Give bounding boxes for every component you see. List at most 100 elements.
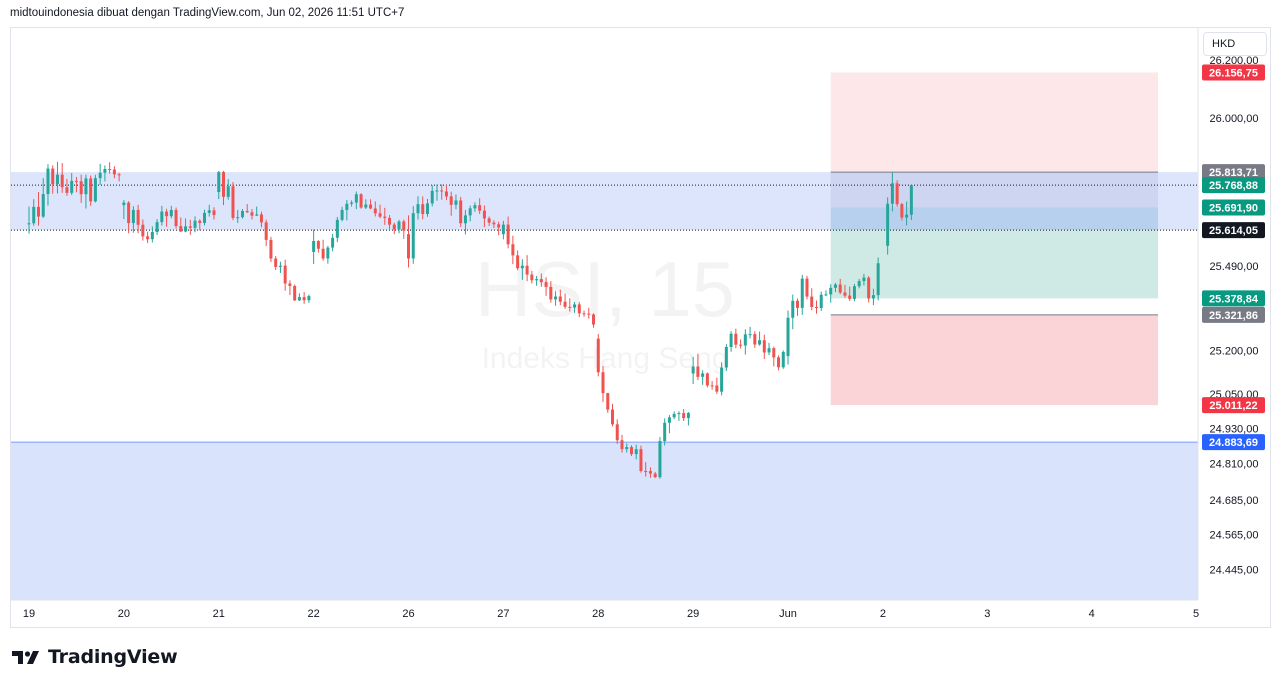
candle-body [558, 296, 562, 302]
candle-body [772, 348, 776, 358]
candle-body [430, 190, 434, 204]
y-tick-label: 24.445,00 [1210, 565, 1259, 577]
candle-body [174, 209, 178, 227]
candle-body [402, 221, 406, 231]
candle-body [900, 204, 904, 218]
candle-body [416, 204, 420, 214]
candle-body [364, 204, 368, 208]
candle-body [743, 334, 747, 346]
watermark-name: Indeks Hang Seng [482, 342, 729, 375]
support-zone [11, 442, 1198, 600]
candle-body [84, 178, 88, 195]
y-tick-label: 25.200,00 [1210, 345, 1259, 357]
candle-body [876, 263, 880, 296]
candle-body [373, 208, 377, 214]
candle-body [141, 224, 145, 237]
candle-body [103, 168, 107, 173]
candlestick-chart[interactable]: HSI, 15 Indeks Hang Seng 26.200,00 26.000,0… [0, 0, 1281, 640]
candle-body [634, 449, 638, 455]
candle-body [188, 226, 192, 228]
candle-body [857, 281, 861, 287]
candle-body [293, 285, 297, 301]
candle-body [468, 208, 472, 216]
price-label-text: 25.011,22 [1209, 400, 1257, 412]
candle-body [848, 295, 852, 299]
y-tick-label: 24.565,00 [1210, 530, 1259, 542]
x-tick-label: 27 [497, 608, 509, 620]
candle-body [245, 210, 249, 213]
candle-body [198, 220, 202, 223]
candle-body [354, 194, 358, 203]
candle-body [155, 222, 159, 233]
candle-body [762, 340, 766, 353]
candle-body [307, 296, 311, 301]
candle-body [563, 301, 567, 307]
candle-body [824, 294, 828, 296]
candle-body [117, 174, 121, 176]
candle-body [321, 248, 325, 259]
x-tick-label: 20 [118, 608, 130, 620]
candle-body [724, 346, 728, 368]
x-tick-label: 2 [880, 608, 886, 620]
candle-body [150, 232, 154, 240]
candle-body [440, 190, 444, 192]
tradingview-logo[interactable]: TradingView [12, 646, 178, 668]
price-label-text: 24.883,69 [1209, 437, 1258, 449]
price-label-text: 25.614,05 [1209, 225, 1258, 237]
price-label-box [1202, 306, 1265, 323]
candle-body [226, 186, 230, 197]
price-label-text: 26.156,75 [1209, 67, 1258, 79]
x-tick-label: Jun [779, 608, 797, 620]
candle-body [146, 236, 150, 240]
candle-body [739, 344, 743, 346]
candle-body [596, 338, 600, 373]
y-tick-label: 25.490,00 [1210, 261, 1259, 273]
candle-body [449, 196, 453, 205]
price-label-text: 25.691,90 [1209, 202, 1258, 214]
candle-body [705, 373, 709, 386]
candle-body [222, 172, 225, 197]
candle-body [184, 226, 188, 232]
candle-body [112, 169, 116, 175]
candle-body [715, 385, 719, 392]
candle-body [525, 265, 529, 275]
candle-body [169, 209, 173, 217]
candle-body [283, 265, 287, 284]
candle-body [41, 194, 45, 217]
candle-body [720, 367, 724, 392]
candle-body [909, 185, 913, 215]
currency-label[interactable]: HKD [1203, 32, 1267, 56]
tradingview-brand: TradingView [48, 646, 178, 668]
price-label-box [1202, 164, 1265, 181]
x-tick-label: 28 [592, 608, 604, 620]
candle-body [639, 449, 643, 472]
candle-body [473, 205, 477, 209]
position-upper-pink [830, 72, 1159, 173]
candle-body [60, 174, 64, 188]
candle-body [497, 224, 501, 228]
y-tick-label: 24.810,00 [1210, 459, 1259, 471]
candle-body [122, 202, 126, 206]
candle-body [89, 178, 93, 202]
candle-body [777, 357, 781, 368]
candle-body [501, 224, 505, 235]
candle-body [278, 265, 282, 267]
candle-body [407, 234, 411, 259]
candle-body [696, 366, 700, 377]
candle-body [800, 278, 804, 308]
candle-body [444, 191, 448, 197]
candle-body [833, 284, 837, 288]
candle-body [587, 313, 591, 315]
candle-body [691, 366, 695, 374]
price-label-box [1202, 177, 1265, 194]
candle-body [871, 295, 875, 299]
price-label-box [1202, 199, 1265, 216]
candle-body [236, 217, 240, 219]
candle-body [136, 209, 140, 225]
candle-body [653, 473, 657, 478]
candle-body [179, 226, 183, 232]
x-tick-label: 3 [984, 608, 990, 620]
candle-body [326, 247, 330, 259]
y-tick-label: 26.200,00 [1210, 55, 1259, 67]
candle-body [55, 174, 59, 185]
